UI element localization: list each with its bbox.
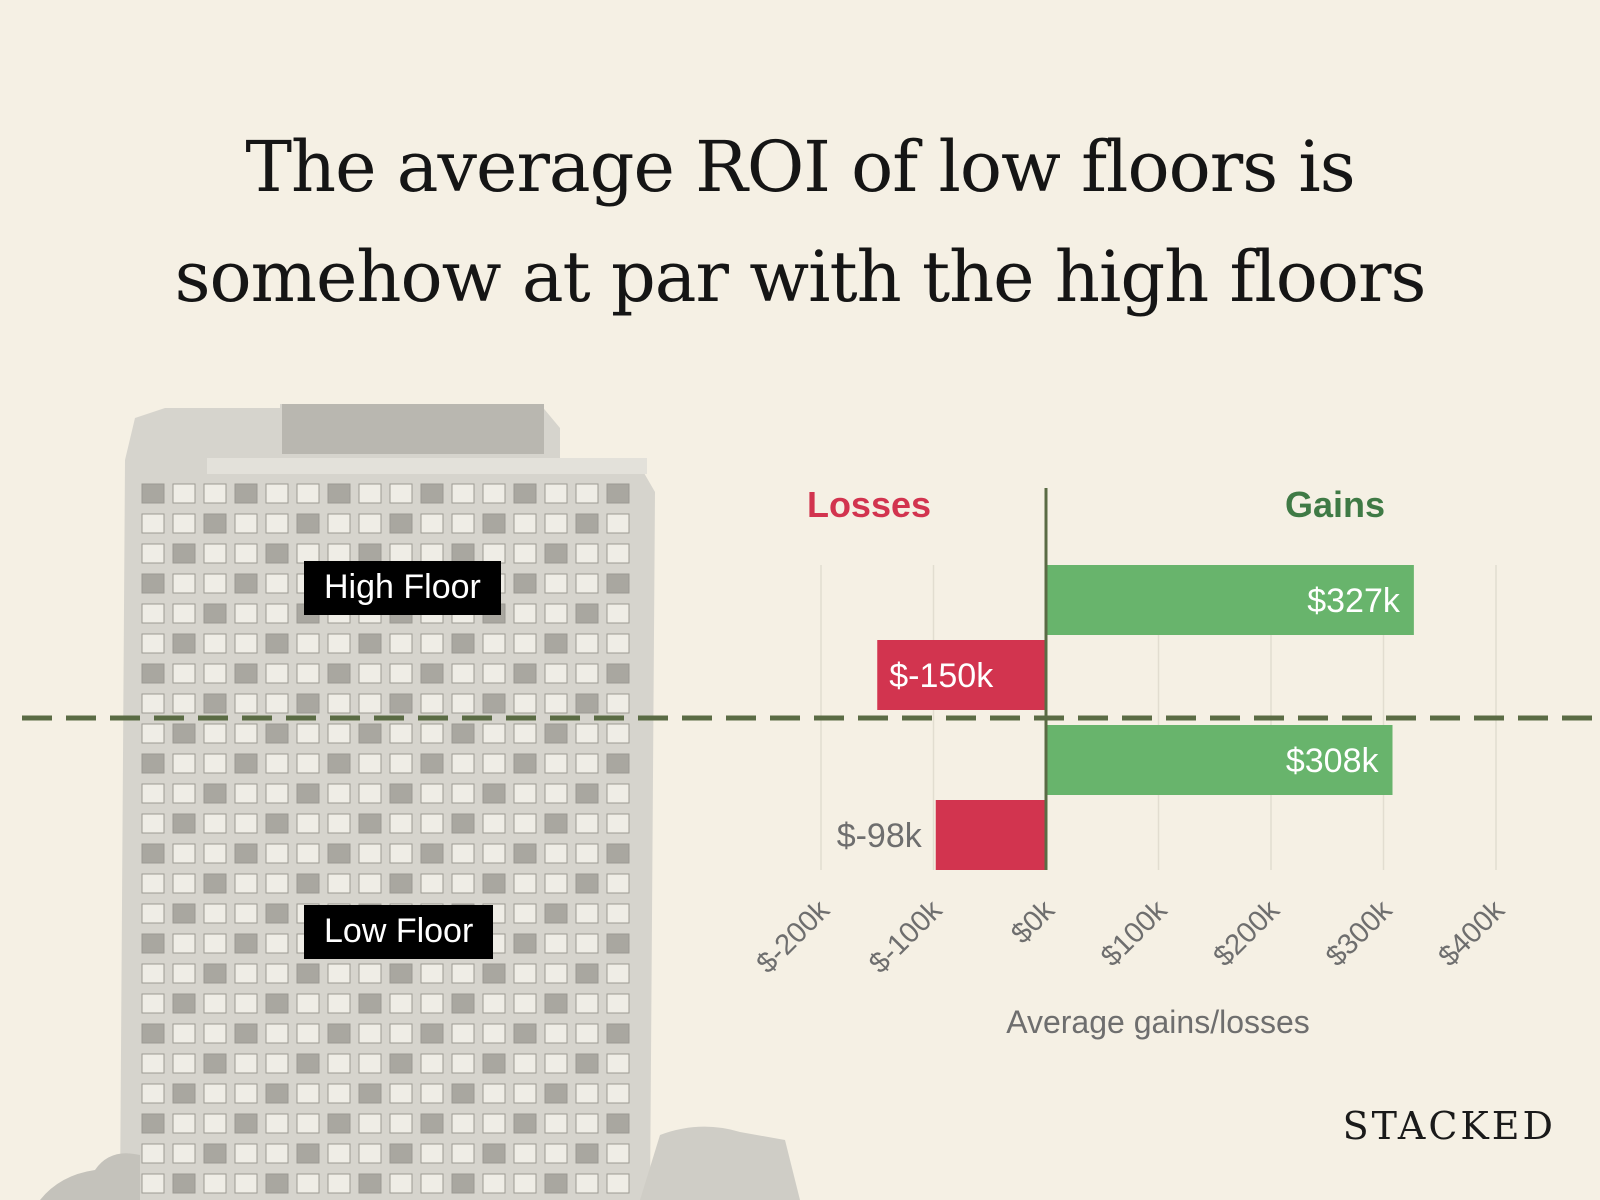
bar [1046, 725, 1393, 795]
tick-label: $-100k [863, 894, 949, 980]
tick-label: $-200k [751, 894, 837, 980]
tick-label: $0k [1005, 894, 1061, 950]
title-line-2: somehow at par with the high floors [174, 236, 1427, 318]
losses-label: Losses [807, 484, 931, 525]
bar [935, 800, 1046, 870]
tick-label: $200k [1207, 894, 1286, 973]
high-floor-label: High Floor [304, 561, 501, 615]
bar [1046, 565, 1414, 635]
bar [877, 640, 1046, 710]
data-label: $308k [1286, 742, 1380, 780]
x-axis-label: Average gains/losses [1006, 1004, 1310, 1040]
tick-label: $100k [1095, 894, 1174, 973]
data-label: $-150k [889, 657, 994, 695]
low-floor-label: Low Floor [304, 905, 494, 959]
page-title: The average ROI of low floors is somehow… [0, 112, 1600, 332]
data-label: $-98k [837, 817, 923, 855]
gains-label: Gains [1285, 484, 1385, 525]
data-label: $327k [1307, 582, 1401, 620]
title-line-1: The average ROI of low floors is [245, 126, 1355, 208]
tick-label: $300k [1320, 894, 1399, 973]
stacked-logo: STACKED [1342, 1104, 1556, 1148]
tick-label: $400k [1432, 894, 1511, 973]
